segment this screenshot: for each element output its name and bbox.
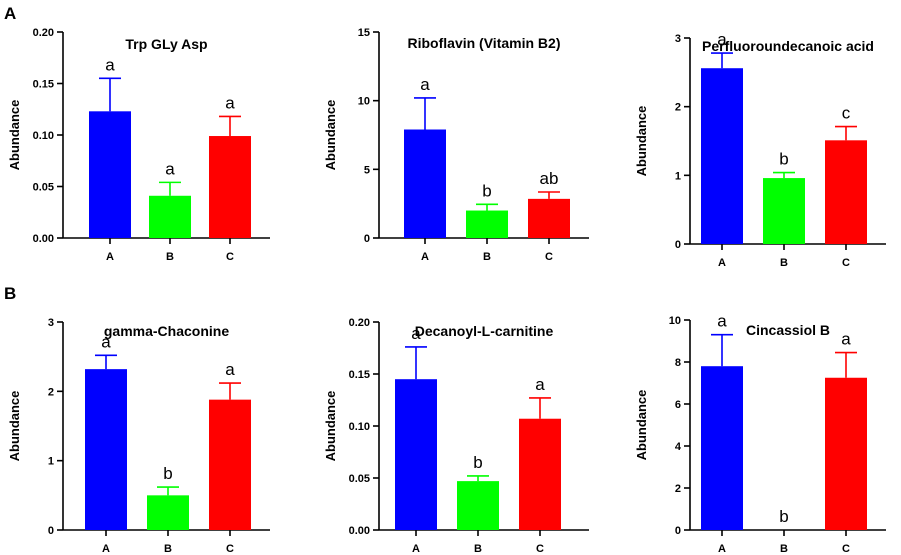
y-tick-label: 0.10 bbox=[349, 421, 370, 433]
significance-label: c bbox=[842, 104, 851, 123]
y-tick-label: 0.05 bbox=[349, 473, 370, 485]
y-tick-label: 6 bbox=[675, 399, 681, 411]
x-tick-label: B bbox=[780, 543, 788, 555]
x-tick-label: C bbox=[842, 257, 850, 269]
y-tick-label: 0 bbox=[675, 525, 681, 537]
y-tick-label: 2 bbox=[48, 386, 54, 398]
y-tick-label: 5 bbox=[364, 164, 370, 176]
significance-label: a bbox=[411, 324, 421, 343]
y-axis-label: Abundance bbox=[323, 391, 338, 462]
x-tick-label: C bbox=[545, 251, 553, 263]
significance-label: a bbox=[717, 312, 727, 331]
significance-label: a bbox=[535, 375, 545, 394]
significance-label: a bbox=[105, 55, 115, 74]
significance-label: a bbox=[225, 93, 235, 112]
y-tick-label: 10 bbox=[669, 315, 681, 327]
bar-b bbox=[763, 178, 805, 244]
bar-a bbox=[701, 366, 743, 530]
x-tick-label: A bbox=[102, 543, 110, 555]
chart-title: gamma-Chaconine bbox=[104, 323, 229, 339]
bar-c bbox=[825, 140, 867, 244]
chart-title: Perfluoroundecanoic acid bbox=[702, 38, 874, 54]
y-tick-label: 0.00 bbox=[33, 233, 54, 245]
x-tick-label: A bbox=[421, 251, 429, 263]
y-tick-label: 0.15 bbox=[349, 369, 370, 381]
bar-a bbox=[404, 129, 446, 238]
y-tick-label: 0.20 bbox=[33, 27, 54, 39]
bar-a bbox=[395, 379, 437, 530]
y-tick-label: 3 bbox=[48, 317, 54, 329]
chart-title: Cincassiol B bbox=[746, 322, 830, 338]
significance-label: b bbox=[163, 464, 172, 483]
x-tick-label: A bbox=[718, 257, 726, 269]
significance-label: a bbox=[420, 75, 430, 94]
y-tick-label: 0.00 bbox=[349, 525, 370, 537]
y-tick-label: 0 bbox=[364, 233, 370, 245]
bar-c bbox=[825, 377, 867, 530]
bar-a bbox=[701, 68, 743, 244]
significance-label: a bbox=[841, 330, 851, 349]
x-tick-label: A bbox=[106, 251, 114, 263]
y-tick-label: 2 bbox=[675, 102, 681, 114]
significance-label: a bbox=[717, 30, 727, 49]
significance-label: b bbox=[779, 507, 788, 526]
y-axis-label: Abundance bbox=[323, 100, 338, 171]
x-tick-label: B bbox=[166, 251, 174, 263]
y-tick-label: 0.20 bbox=[349, 317, 370, 329]
bar-a bbox=[89, 111, 131, 238]
x-tick-label: B bbox=[474, 543, 482, 555]
panel-letter-a: A bbox=[4, 4, 16, 23]
chart-title: Decanoyl-L-carnitine bbox=[415, 323, 554, 339]
y-tick-label: 15 bbox=[358, 27, 370, 39]
y-tick-label: 10 bbox=[358, 96, 370, 108]
y-tick-label: 2 bbox=[675, 483, 681, 495]
x-tick-label: B bbox=[483, 251, 491, 263]
x-tick-label: C bbox=[842, 543, 850, 555]
bar-b bbox=[147, 495, 189, 530]
y-axis-label: Abundance bbox=[7, 100, 22, 171]
significance-label: b bbox=[473, 453, 482, 472]
significance-label: b bbox=[779, 150, 788, 169]
y-tick-label: 3 bbox=[675, 33, 681, 45]
y-tick-label: 8 bbox=[675, 357, 681, 369]
chart-title: Trp GLy Asp bbox=[125, 36, 207, 52]
y-tick-label: 0 bbox=[675, 239, 681, 251]
y-axis-label: Abundance bbox=[634, 106, 649, 177]
y-tick-label: 4 bbox=[675, 441, 682, 453]
panel-letter-b: B bbox=[4, 284, 16, 303]
y-tick-label: 0.15 bbox=[33, 79, 54, 91]
x-tick-label: A bbox=[412, 543, 420, 555]
bar-c bbox=[209, 136, 251, 238]
y-tick-label: 0.10 bbox=[33, 130, 54, 142]
significance-label: ab bbox=[540, 169, 559, 188]
x-tick-label: A bbox=[718, 543, 726, 555]
y-tick-label: 1 bbox=[48, 456, 54, 468]
y-axis-label: Abundance bbox=[7, 391, 22, 462]
bar-c bbox=[209, 399, 251, 530]
significance-label: a bbox=[225, 360, 235, 379]
bar-b bbox=[149, 195, 191, 238]
y-axis-label: Abundance bbox=[634, 390, 649, 461]
chart-title: Riboflavin (Vitamin B2) bbox=[408, 35, 561, 51]
bar-c bbox=[519, 418, 561, 530]
y-tick-label: 0 bbox=[48, 525, 54, 537]
x-tick-label: C bbox=[536, 543, 544, 555]
bar-b bbox=[466, 210, 508, 238]
significance-label: b bbox=[482, 181, 491, 200]
bar-c bbox=[528, 198, 570, 238]
x-tick-label: C bbox=[226, 251, 234, 263]
x-tick-label: B bbox=[780, 257, 788, 269]
significance-label: a bbox=[165, 159, 175, 178]
y-tick-label: 0.05 bbox=[33, 182, 54, 194]
bar-b bbox=[457, 481, 499, 530]
bar-a bbox=[85, 369, 127, 530]
x-tick-label: B bbox=[164, 543, 172, 555]
significance-label: a bbox=[101, 332, 111, 351]
x-tick-label: C bbox=[226, 543, 234, 555]
y-tick-label: 1 bbox=[675, 170, 681, 182]
